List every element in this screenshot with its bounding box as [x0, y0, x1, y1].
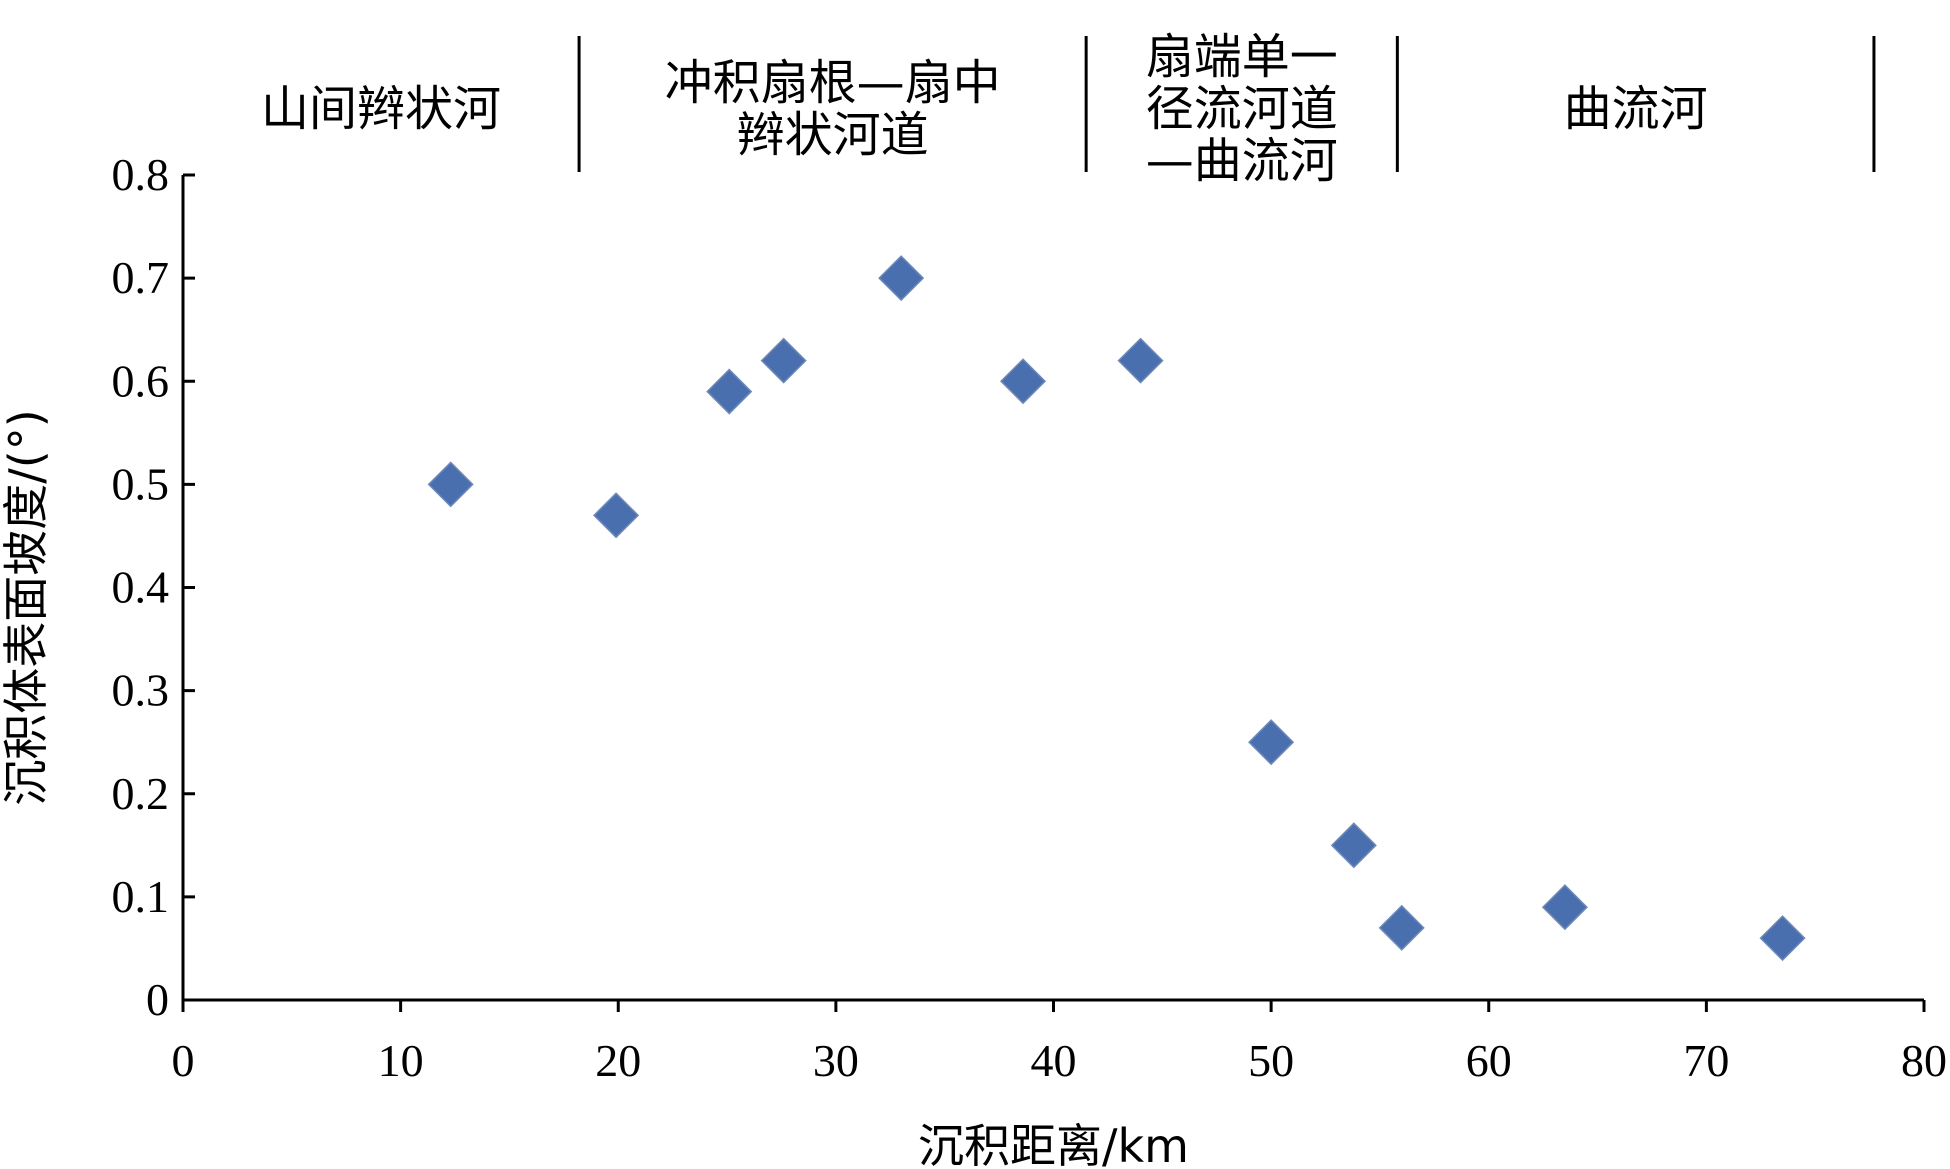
x-tick-label: 0: [172, 1035, 195, 1086]
data-point: [1759, 915, 1806, 962]
zone-label: 曲流河: [1564, 81, 1708, 137]
axes: [181, 175, 1924, 1002]
data-points: [427, 255, 1806, 962]
zone-label: 径流河道: [1146, 81, 1338, 137]
x-axis-title: 沉积距离/km: [918, 1119, 1189, 1169]
x-tick-label: 10: [378, 1035, 424, 1086]
data-point: [878, 255, 925, 302]
data-point: [999, 358, 1047, 405]
data-point: [427, 461, 474, 508]
y-tick-label: 0: [146, 974, 169, 1025]
zone-dividers: [577, 36, 1876, 172]
y-tick-label: 0.7: [112, 252, 170, 303]
x-tick-label: 30: [813, 1035, 859, 1086]
y-tick-label: 0.5: [112, 458, 170, 509]
zone-label: 山间辫状河: [261, 81, 501, 137]
x-tick-label: 80: [1901, 1035, 1947, 1086]
y-tick-label: 0.1: [112, 871, 170, 922]
x-tick-label: 60: [1466, 1035, 1512, 1086]
zone-label: 扇端单一: [1146, 29, 1338, 85]
x-axis-ticks: 0 10 20 30 40 50 60 70 80: [172, 1000, 1947, 1086]
zone-label: 冲积扇根—扇中: [665, 55, 1001, 111]
data-point: [1541, 884, 1588, 931]
x-tick-label: 50: [1248, 1035, 1294, 1086]
data-point: [1248, 719, 1295, 766]
zone-label: —曲流河: [1146, 133, 1338, 189]
data-point: [760, 337, 807, 384]
y-axis-title: 沉积体表面坡度/(°): [0, 409, 53, 805]
y-tick-label: 0.4: [112, 562, 170, 613]
data-point: [1330, 822, 1377, 869]
y-tick-label: 0.2: [112, 768, 170, 819]
x-tick-label: 70: [1683, 1035, 1729, 1086]
data-point: [1117, 337, 1164, 384]
data-point: [706, 368, 753, 415]
y-tick-label: 0.6: [112, 355, 170, 406]
zone-label: 辫状河道: [737, 107, 929, 163]
x-tick-label: 20: [595, 1035, 641, 1086]
y-tick-label: 0.3: [112, 665, 170, 716]
x-tick-label: 40: [1031, 1035, 1077, 1086]
y-axis-ticks: 0 0.1 0.2 0.3 0.4 0.5 0.6 0.7 0.8: [112, 149, 195, 1025]
data-point: [1378, 904, 1425, 951]
y-tick-label: 0.8: [112, 149, 170, 200]
data-point: [593, 492, 640, 539]
